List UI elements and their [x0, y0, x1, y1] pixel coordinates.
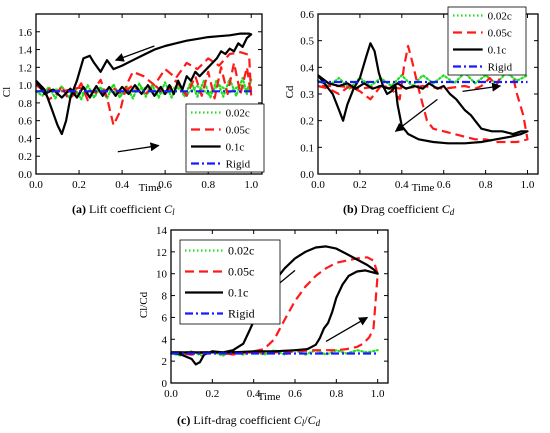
plot-frame	[35, 13, 263, 175]
caption-text: Drag coefficient	[358, 202, 442, 216]
y-axis-label: Cl/Cd	[138, 291, 150, 318]
legend-label: 0.1c	[226, 142, 245, 154]
y-tick-label: 0.6	[18, 116, 32, 128]
y-tick-label: 0.3	[300, 89, 314, 101]
annotation-arrow-2	[117, 142, 160, 153]
legend-label: 0.02c	[228, 244, 254, 258]
caption-symbol: C	[164, 202, 173, 216]
annotation-arrow-1	[114, 45, 155, 62]
caption-subscript: d	[450, 207, 455, 217]
caption-symbol: C	[442, 202, 451, 216]
y-tick-label: 6	[162, 312, 168, 324]
caption-subscript-2: d	[316, 418, 321, 428]
x-tick-label: 0.0	[311, 179, 325, 191]
x-tick-label: 1.0	[371, 388, 385, 400]
y-tick-label: 0.2	[300, 116, 314, 128]
caption-slash: /	[304, 413, 308, 427]
legend-label: 0.1c	[228, 286, 248, 300]
y-tick-label: 1.2	[18, 62, 32, 74]
y-tick-label: 2	[162, 356, 168, 368]
chart-panel-1: 0.0 0.2 0.4 0.6 0.8 1.0 0.0 0.2 0.4 0.6 0.8 1.0 1.2 1…	[1, 13, 265, 217]
panel-caption: (b) Drag coefficient Cd	[343, 202, 455, 217]
y-tick-label: 0.4	[300, 62, 314, 74]
caption-prefix: (a)	[72, 202, 86, 216]
x-tick-label: 0.2	[353, 179, 367, 191]
legend-label: 0.05c	[228, 265, 254, 279]
annotation-arrow-1	[394, 98, 438, 132]
panel-caption: (c) Lift-drag coefficient Cl/Cd	[177, 413, 321, 428]
x-tick-label: 0.4	[115, 179, 129, 191]
series-line-0.1c	[317, 42, 529, 145]
y-tick-label: 12	[156, 247, 167, 259]
series-line-0.1c	[170, 245, 379, 366]
y-tick-label: 0.0	[18, 169, 32, 181]
y-tick-label: 1.4	[18, 45, 32, 57]
x-axis-label: Time	[258, 391, 281, 403]
x-tick-label: 0.6	[158, 179, 172, 191]
x-tick-label: 0.4	[247, 388, 261, 400]
series-line-0.02c	[34, 76, 253, 101]
legend-label: Rigid	[228, 307, 255, 321]
y-tick-label: 14	[156, 225, 168, 237]
series-line-0.02c	[316, 71, 529, 90]
legend-label: 0.02c	[488, 11, 512, 23]
legend-label: 0.05c	[226, 125, 250, 137]
y-tick-label: 0.6	[300, 9, 314, 21]
x-tick-label: 0.8	[479, 179, 493, 191]
x-tick-label: 1.0	[244, 179, 258, 191]
annotation-arrow-2	[462, 82, 502, 92]
x-tick-label: 0.8	[329, 388, 343, 400]
chart-panel-3: 0.0 0.2 0.4 0.6 0.8 1.0 0 2 4 6 8 10 12 14 Time Cl/Cd 0.…	[138, 225, 389, 428]
y-tick-label: 8	[162, 291, 168, 303]
y-tick-label: 0.8	[18, 98, 32, 110]
x-axis-label: Time	[139, 182, 162, 194]
y-tick-label: 10	[156, 269, 168, 281]
legend-box	[447, 6, 527, 76]
y-axis-label: Cl	[1, 87, 13, 97]
x-tick-label: 0.2	[72, 179, 86, 191]
y-tick-label: 4	[162, 334, 168, 346]
x-tick-label: 0.6	[288, 388, 302, 400]
caption-subscript: l	[302, 418, 305, 428]
caption-prefix: (c)	[177, 413, 190, 427]
legend-label: 0.02c	[226, 108, 250, 120]
y-tick-label: 1.6	[18, 27, 32, 39]
legend-label: 0.1c	[488, 45, 507, 57]
caption-symbol-2: C	[308, 413, 317, 427]
plot-frame	[170, 229, 389, 384]
caption-symbol: C	[294, 413, 303, 427]
y-tick-label: 1.0	[18, 80, 32, 92]
legend-label: 0.05c	[488, 28, 512, 40]
x-tick-label: 0.2	[205, 388, 219, 400]
annotation-arrow-2	[325, 316, 369, 343]
chart-panel-2: 0.0 0.2 0.4 0.6 0.8 1.00.00.10.20.30.40.50.6T…	[284, 6, 539, 217]
y-axis-label: Cd	[284, 85, 296, 98]
x-tick-label: 0.0	[164, 388, 178, 400]
x-tick-label: 0.6	[437, 179, 451, 191]
caption-text: Lift-drag coefficient	[190, 413, 293, 427]
x-tick-label: 0.8	[201, 179, 215, 191]
legend-label: Rigid	[488, 62, 513, 74]
y-tick-label: 0.2	[18, 151, 32, 163]
x-tick-label: 0.0	[29, 179, 43, 191]
caption-prefix: (b)	[343, 202, 358, 216]
panel-caption: (a) Lift coefficient Cl	[72, 202, 175, 217]
legend-box	[185, 103, 265, 173]
x-tick-label: 1.0	[521, 179, 535, 191]
series-line-0.05c	[35, 51, 253, 127]
legend-box	[179, 239, 281, 325]
caption-subscript: l	[172, 207, 175, 217]
y-tick-label: 0.4	[18, 133, 32, 145]
x-axis-label: Time	[412, 182, 435, 194]
y-tick-label: 0.5	[300, 36, 314, 48]
y-tick-label: 0.0	[300, 169, 314, 181]
legend-label: Rigid	[226, 159, 251, 171]
series-line-0.1c	[35, 32, 253, 136]
y-tick-label: 0	[162, 378, 168, 390]
y-tick-label: 0.1	[300, 142, 314, 154]
caption-text: Lift coefficient	[86, 202, 164, 216]
x-tick-label: 0.4	[395, 179, 409, 191]
